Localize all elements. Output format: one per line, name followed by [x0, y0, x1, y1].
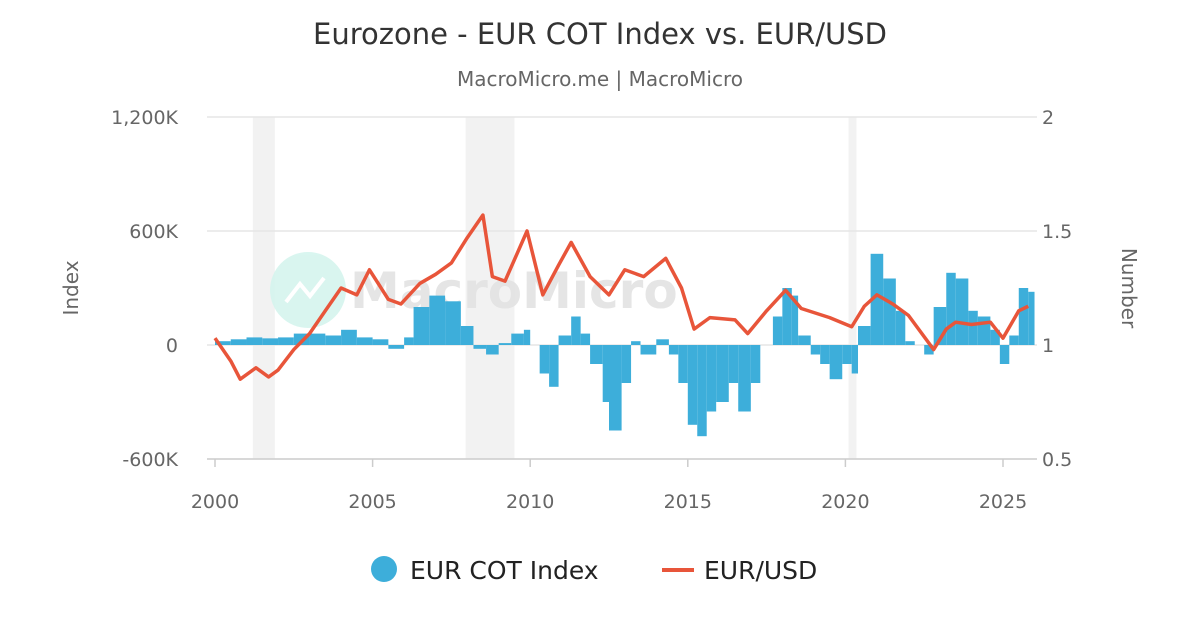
cot-bar [946, 273, 955, 345]
cot-bar [1019, 288, 1028, 345]
cot-bar [445, 301, 461, 345]
cot-bar [641, 345, 657, 355]
cot-bar [357, 337, 373, 345]
cot-bar [325, 336, 341, 346]
cot-bar [499, 343, 512, 345]
chart-title: Eurozone - EUR COT Index vs. EUR/USD [313, 17, 887, 51]
right-tick-label: 0.5 [1042, 449, 1072, 471]
cot-bar [678, 345, 687, 383]
cot-bar [688, 345, 697, 425]
right-axis-label: Number [1117, 248, 1141, 329]
cot-bar [262, 338, 278, 345]
left-tick-label: 1,200K [111, 107, 178, 129]
cot-bar [738, 345, 751, 412]
watermark-circle-icon [270, 252, 346, 328]
cot-bar [486, 345, 499, 355]
cot-bar [540, 345, 549, 374]
cot-bar [511, 334, 524, 345]
cot-bar [669, 345, 678, 355]
x-tick-label: 2005 [348, 491, 396, 513]
left-tick-label: -600K [122, 449, 178, 471]
left-tick-label: 600K [129, 221, 178, 243]
x-tick-label: 2010 [506, 491, 554, 513]
cot-bar [247, 337, 263, 345]
cot-bar [341, 330, 357, 345]
cot-bar [609, 345, 622, 431]
cot-bar [716, 345, 729, 402]
cot-bar [1009, 336, 1018, 346]
x-tick-label: 2020 [821, 491, 869, 513]
cot-bar [820, 345, 829, 364]
cot-bar [905, 341, 914, 345]
cot-bar [858, 326, 871, 345]
cot-bar [603, 345, 609, 402]
legend: EUR COT Index EUR/USD [371, 556, 817, 585]
cot-bar [524, 330, 530, 345]
cot-bar [622, 345, 631, 383]
cot-bar [1028, 292, 1034, 345]
cot-bar [896, 311, 905, 345]
cot-bar [729, 345, 738, 383]
cot-bar [231, 339, 247, 345]
cot-bar [1000, 345, 1009, 364]
recession-band [849, 117, 857, 459]
legend-item-eur-usd[interactable]: EUR/USD [662, 556, 817, 585]
cot-bar [414, 307, 430, 345]
cot-bar [968, 311, 977, 345]
cot-bar [811, 345, 820, 355]
cot-bar [830, 345, 843, 379]
cot-bar [852, 345, 858, 374]
right-tick-label: 1 [1042, 335, 1054, 357]
cot-bar [697, 345, 706, 436]
right-tick-label: 2 [1042, 107, 1054, 129]
cot-bar [373, 339, 389, 345]
cot-bar [956, 279, 969, 346]
cot-bar [571, 317, 580, 346]
legend-circle-icon [371, 556, 397, 582]
cot-bar [388, 345, 404, 349]
x-tick-label: 2015 [664, 491, 712, 513]
cot-bar [549, 345, 558, 387]
cot-bar [631, 341, 640, 345]
cot-bar [559, 336, 572, 346]
cot-bar [773, 317, 782, 346]
legend-item-eur-cot-index[interactable]: EUR COT Index [371, 556, 599, 585]
cot-bar [590, 345, 603, 364]
legend-label: EUR COT Index [410, 556, 599, 585]
cot-bar [473, 345, 486, 349]
right-tick-label: 1.5 [1042, 221, 1072, 243]
cot-bar [883, 279, 896, 346]
cot-bar [278, 337, 294, 345]
cot-bar [581, 334, 590, 345]
left-tick-label: 0 [166, 335, 178, 357]
chart-subtitle: MacroMicro.me | MacroMicro [457, 67, 743, 91]
cot-bar [842, 345, 851, 364]
x-tick-label: 2000 [191, 491, 239, 513]
x-tick-label: 2025 [979, 491, 1027, 513]
watermark-logo: MacroMicro [270, 252, 678, 328]
cot-bar [461, 326, 474, 345]
cot-bar [429, 296, 445, 345]
left-axis-label: Index [59, 260, 83, 315]
legend-label: EUR/USD [704, 556, 817, 585]
cot-bar [404, 337, 413, 345]
cot-bar [707, 345, 716, 412]
cot-bar [751, 345, 760, 383]
cot-bar [798, 336, 811, 346]
cot-bar [656, 339, 669, 345]
cot-bar [310, 334, 326, 345]
